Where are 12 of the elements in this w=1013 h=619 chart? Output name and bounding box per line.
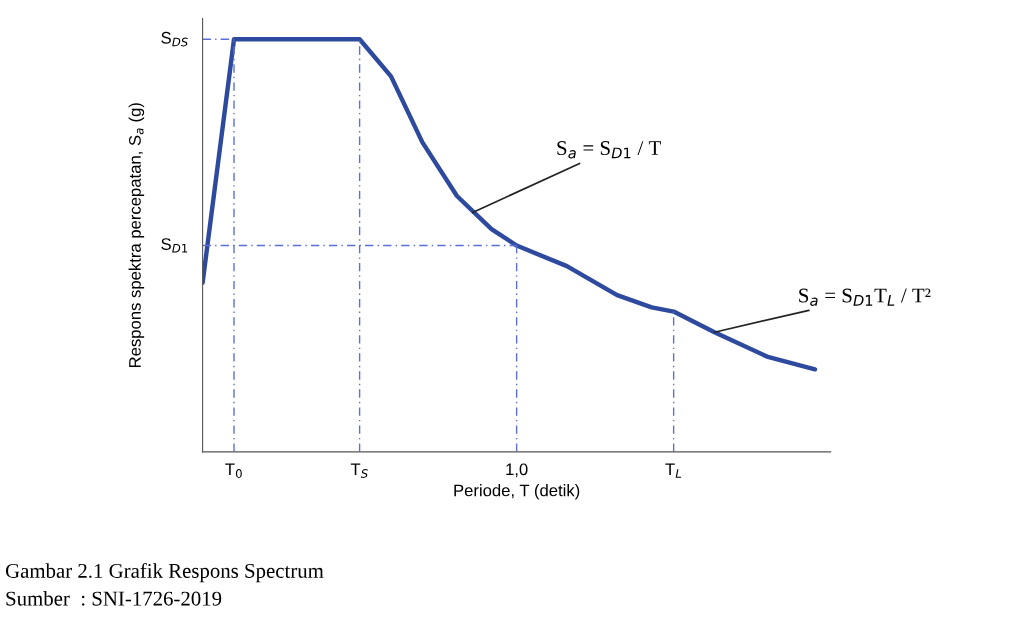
annotation: S$_{D1}$ xyxy=(161,238,188,253)
x-tick-label: T$_{L}$ xyxy=(665,463,682,478)
annotation: S$_{a}$ = S$_{D1}$ / T xyxy=(557,141,661,159)
x-tick-label: T$_{S}$ xyxy=(350,463,368,478)
annotation: S$_{DS}$ xyxy=(161,31,188,47)
x-tick-label: T$_{0}$ xyxy=(225,463,242,478)
text: Sumber : SNI-1726-2019 xyxy=(6,590,222,606)
x-tick-label: 1,0 xyxy=(506,463,528,478)
x-axis-title: Periode, T (detik) xyxy=(454,484,580,500)
text: Gambar 2.1 Grafik Respons Spectrum xyxy=(5,563,324,583)
annotation: S$_{a}$ = S$_{D1}$T$_{L}$ / T² xyxy=(799,288,931,306)
y-axis-title: Respons spektra percepatan, S$_{a}$ (g) xyxy=(128,103,145,368)
